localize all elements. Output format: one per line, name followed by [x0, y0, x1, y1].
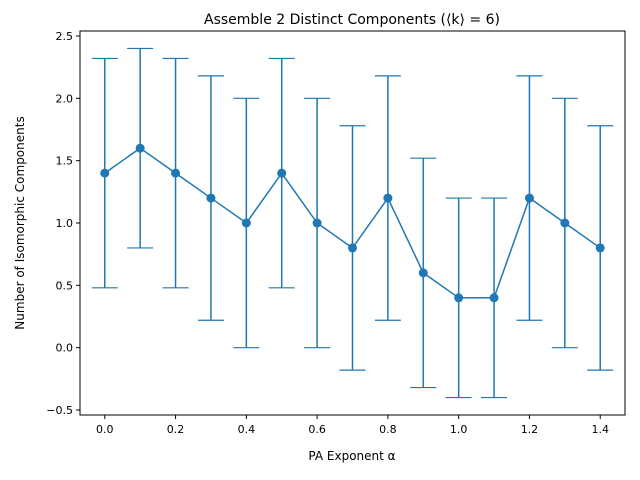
y-tick-label: 0.0	[56, 342, 74, 355]
data-point	[524, 193, 534, 203]
data-point	[171, 168, 181, 178]
y-tick-label: 1.5	[56, 155, 74, 168]
y-tick-label: 2.5	[56, 30, 74, 43]
y-axis: −0.5 0.0 0.5 1.0 1.5 2.0 2.5	[46, 30, 80, 417]
data-point	[135, 143, 145, 153]
y-tick-label: 2.0	[56, 92, 74, 105]
data-point	[312, 218, 322, 228]
x-tick-label: 0.4	[238, 423, 256, 436]
y-axis-label: Number of Isomorphic Components	[13, 116, 27, 329]
y-tick-label: 0.5	[56, 279, 74, 292]
chart-title: Assemble 2 Distinct Components (⟨k⟩ = 6)	[204, 12, 500, 28]
x-tick-label: 0.8	[379, 423, 397, 436]
data-point	[206, 193, 216, 203]
data-point	[489, 293, 499, 303]
x-tick-label: 0.2	[167, 423, 185, 436]
x-tick-label: 0.6	[308, 423, 326, 436]
x-axis-label: PA Exponent α	[308, 449, 395, 463]
x-axis: 0.0 0.2 0.4 0.6 0.8 1.0 1.2 1.4	[96, 415, 609, 436]
data-point	[241, 218, 251, 228]
x-tick-label: 1.2	[521, 423, 539, 436]
x-tick-label: 1.0	[450, 423, 468, 436]
x-tick-label: 0.0	[96, 423, 114, 436]
x-tick-label: 1.4	[591, 423, 609, 436]
data-point	[100, 168, 110, 178]
data-point	[383, 193, 393, 203]
y-tick-label: 1.0	[56, 217, 74, 230]
data-point	[595, 243, 605, 253]
data-point	[454, 293, 464, 303]
data-point	[560, 218, 570, 228]
data-point	[348, 243, 357, 253]
data-point	[418, 268, 428, 278]
y-tick-label: −0.5	[46, 404, 73, 417]
data-point	[277, 168, 287, 178]
plot-area	[91, 47, 614, 399]
